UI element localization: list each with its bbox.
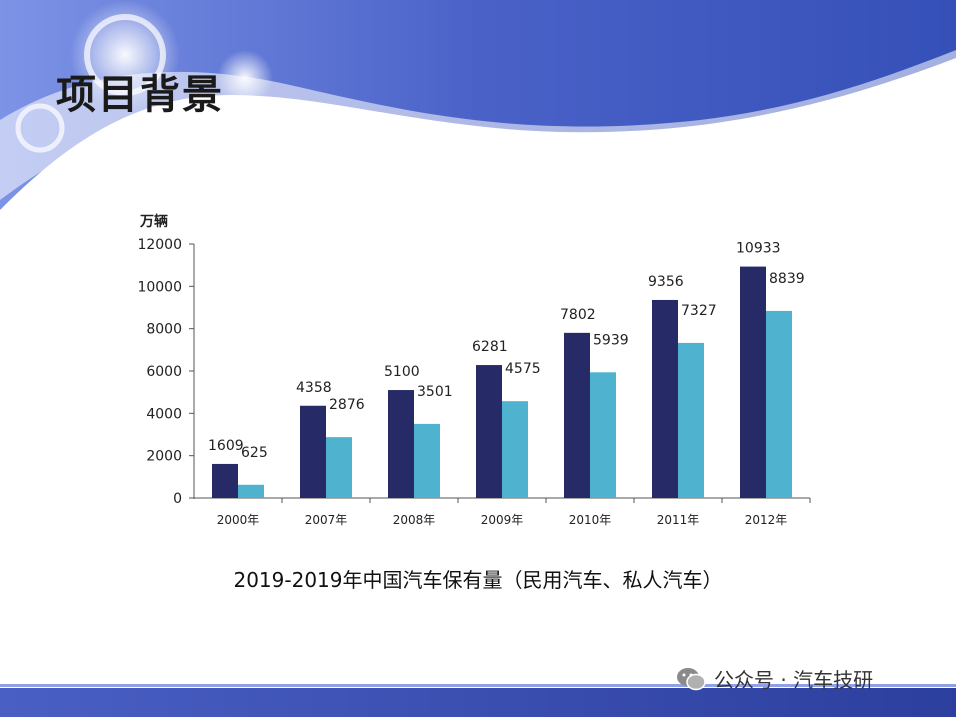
bar [564,332,590,498]
y-tick-label: 6000 [146,364,182,380]
watermark-text: 公众号 · 汽车技研 [714,668,874,692]
bar [476,365,502,498]
footer-bar [0,688,956,717]
x-tick-label: 2011年 [657,513,700,527]
bar [414,423,440,498]
slide-title: 项目背景 [56,72,224,118]
x-tick-label: 2009年 [481,513,524,527]
data-label: 9356 [648,274,684,290]
chart-caption: 2019-2019年中国汽车保有量（民用汽车、私人汽车） [233,568,723,592]
data-label: 625 [241,445,268,461]
data-label: 5100 [384,364,420,380]
x-tick-label: 2012年 [745,513,788,527]
wechat-icon [677,667,706,690]
data-label: 1609 [208,438,244,454]
data-label: 3501 [417,384,453,400]
y-tick-label: 2000 [146,449,182,465]
y-tick-label: 0 [173,491,182,507]
y-axis-label: 万辆 [139,213,168,230]
data-label: 5939 [593,332,629,348]
data-label: 6281 [472,339,508,355]
bar [212,463,238,498]
x-tick-label: 2000年 [217,513,260,527]
data-label: 7327 [681,303,717,319]
data-label: 4575 [505,361,541,377]
data-label: 2876 [329,397,365,413]
bar [502,401,528,498]
bar [590,372,616,498]
bar [300,405,326,498]
x-tick-label: 2010年 [569,513,612,527]
data-label: 4358 [296,380,332,396]
data-label: 7802 [560,307,596,323]
bar [388,390,414,498]
bar [238,484,264,498]
bar [766,310,792,498]
bar [326,437,352,498]
data-label: 10933 [736,241,781,257]
y-tick-label: 10000 [137,279,182,295]
y-tick-label: 12000 [137,237,182,253]
y-tick-label: 8000 [146,322,182,338]
watermark: 公众号 · 汽车技研 [676,664,873,693]
x-tick-label: 2008年 [393,513,436,527]
bar [678,342,704,498]
bar [740,266,766,498]
bar [652,299,678,498]
y-tick-label: 4000 [146,406,182,422]
footer-stripe [0,684,956,687]
data-label: 8839 [769,271,805,287]
x-tick-label: 2007年 [305,513,348,527]
header-banner [0,0,956,210]
